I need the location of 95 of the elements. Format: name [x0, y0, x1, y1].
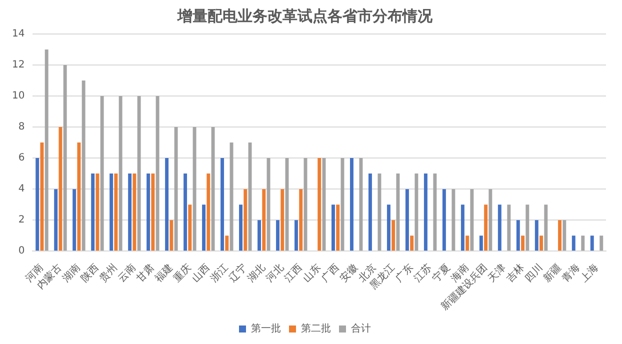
- bar: [600, 236, 604, 251]
- bar: [174, 127, 178, 251]
- bar: [378, 174, 382, 251]
- bar: [562, 220, 566, 251]
- bar: [170, 220, 174, 251]
- bar: [128, 174, 132, 251]
- bar: [590, 236, 594, 251]
- bar: [392, 220, 396, 251]
- bar: [82, 80, 86, 251]
- bar: [368, 174, 372, 251]
- bar: [280, 189, 284, 251]
- bar: [336, 204, 340, 251]
- bar: [521, 236, 525, 251]
- bar: [184, 174, 188, 251]
- bar: [77, 142, 81, 251]
- bar: [484, 204, 488, 251]
- y-tick-label: 2: [18, 214, 25, 226]
- bar: [340, 158, 344, 251]
- bar: [165, 158, 169, 251]
- bar: [63, 65, 67, 251]
- bar: [230, 142, 234, 251]
- bar: [220, 158, 224, 251]
- bar: [544, 204, 548, 251]
- bar: [433, 174, 437, 251]
- y-tick-label: 8: [18, 122, 25, 133]
- bar: [72, 189, 76, 251]
- bar: [359, 158, 363, 251]
- bar: [479, 236, 483, 251]
- bar: [192, 127, 196, 251]
- bar: [188, 204, 192, 251]
- bar: [100, 96, 104, 251]
- legend-label: 合计: [351, 322, 371, 335]
- y-tick-label: 4: [18, 184, 25, 195]
- bar: [424, 174, 428, 251]
- bar: [558, 220, 562, 251]
- bar: [516, 220, 520, 251]
- bar: [572, 236, 576, 251]
- bar: [332, 204, 335, 251]
- y-tick-label: 14: [12, 28, 25, 40]
- y-tick-label: 0: [18, 246, 25, 257]
- bar: [156, 96, 160, 251]
- bar: [507, 204, 511, 251]
- bar: [526, 204, 530, 251]
- bar: [405, 189, 409, 251]
- bar: [54, 189, 58, 251]
- bar: [151, 174, 155, 251]
- bar: [276, 220, 280, 251]
- bar: [206, 174, 210, 251]
- bar: [244, 189, 248, 251]
- bar: [581, 236, 585, 251]
- x-tick-label: 山东: [300, 262, 324, 284]
- x-tick-label: 安徽: [338, 262, 360, 284]
- bar: [225, 236, 229, 251]
- bar: [452, 189, 456, 251]
- bar: [396, 174, 400, 251]
- y-tick-label: 12: [12, 60, 25, 71]
- y-tick-label: 6: [18, 152, 25, 164]
- bar: [466, 236, 470, 251]
- chart-title: 增量配电业务改革试点各省市分布情况: [176, 6, 434, 25]
- bar: [460, 204, 464, 251]
- bar: [110, 174, 114, 251]
- bar: [350, 158, 354, 251]
- bar: [202, 204, 206, 251]
- bar: [498, 204, 502, 251]
- bar: [44, 50, 48, 251]
- bar: [58, 127, 62, 251]
- bar: [211, 127, 215, 251]
- bar: [318, 158, 322, 251]
- bar: [534, 220, 538, 251]
- x-tick-label: 贵州: [97, 262, 120, 284]
- bar: [410, 236, 414, 251]
- bar: [386, 204, 390, 251]
- bar: [299, 189, 303, 251]
- bar: [294, 220, 298, 251]
- y-tick-label: 10: [12, 90, 25, 102]
- bar: [36, 158, 40, 251]
- bar: [114, 174, 118, 251]
- bar: [40, 142, 44, 251]
- bar: [442, 189, 446, 251]
- bar: [146, 174, 150, 251]
- bar: [470, 189, 474, 251]
- bar: [137, 96, 141, 251]
- x-tick-label: 重庆: [171, 262, 194, 284]
- bar: [91, 174, 95, 251]
- bar: [132, 174, 136, 251]
- bar: [118, 96, 122, 251]
- bar: [262, 189, 266, 251]
- legend-label: 第一批: [251, 322, 281, 335]
- legend-label: 第二批: [301, 322, 331, 335]
- bar: [414, 174, 418, 251]
- bar: [540, 236, 544, 251]
- bar: [488, 189, 492, 251]
- bar: [96, 174, 100, 251]
- bar: [239, 204, 242, 251]
- bar: [258, 220, 261, 251]
